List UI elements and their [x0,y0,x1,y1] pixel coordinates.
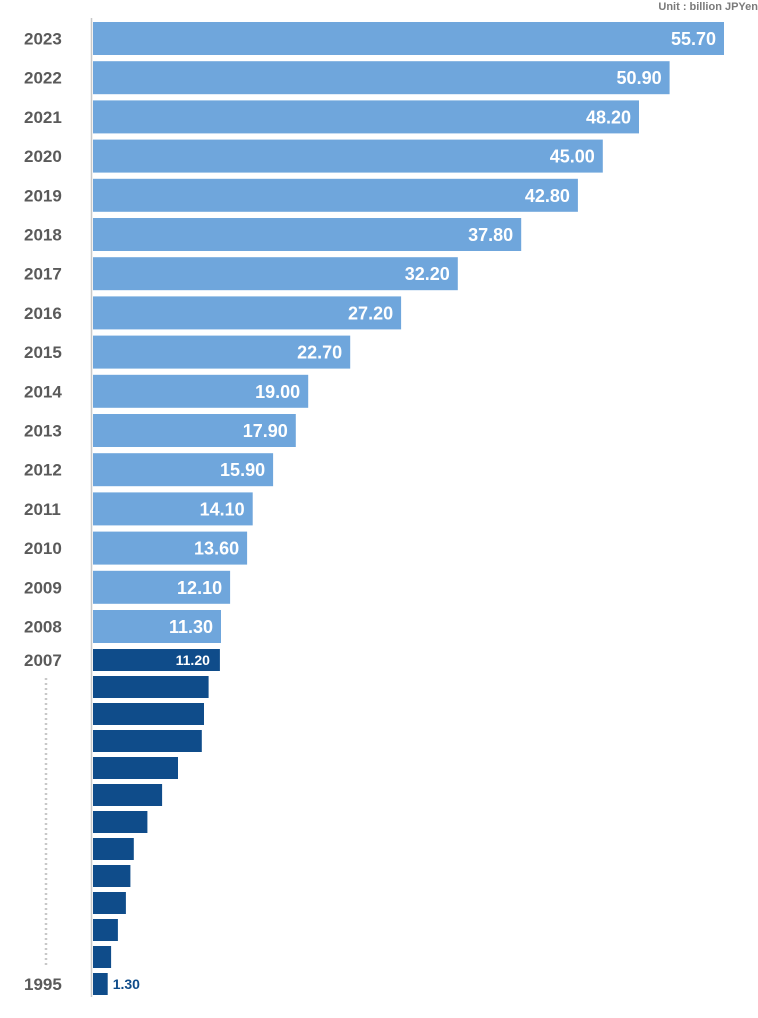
value-label-2023: 55.70 [671,29,716,49]
bar-2022 [93,61,670,95]
bar-1995 [93,973,108,995]
bar-2011 [93,492,253,526]
bar-2019 [93,178,578,212]
bars-layer: 2023 55.70 2022 50.90 2021 48.20 2020 45.00 2019… [24,22,724,995]
value-label-2014: 19.00 [255,382,300,402]
bar-unlabeled-23 [93,838,134,860]
bar-unlabeled-24 [93,865,131,887]
year-label-2017: 2017 [24,265,62,284]
year-label-2015: 2015 [24,343,62,362]
bar-2013 [93,414,296,447]
value-label-2007: 11.20 [176,652,210,668]
bar-unlabeled-26 [93,919,118,941]
year-label-2018: 2018 [24,226,62,245]
bar-unlabeled-25 [93,892,126,914]
value-label-2016: 27.20 [348,303,393,323]
value-label-2012: 15.90 [220,460,265,480]
value-label-2017: 32.20 [405,264,450,284]
year-label-2014: 2014 [24,382,62,401]
value-label-1995: 1.30 [113,976,140,992]
year-label-1995: 1995 [24,975,62,994]
bar-unlabeled-21 [93,784,163,806]
value-label-2020: 45.00 [550,147,595,167]
value-label-2019: 42.80 [525,186,570,206]
value-label-2015: 22.70 [297,343,342,363]
bar-2023 [93,22,724,55]
year-label-2019: 2019 [24,186,62,205]
bar-unlabeled-27 [93,946,112,968]
year-label-2011: 2011 [24,500,61,519]
year-label-2020: 2020 [24,147,62,166]
bar-unlabeled-22 [93,811,148,833]
bar-2021 [93,100,639,134]
value-label-2022: 50.90 [617,68,662,88]
bar-2015 [93,335,351,369]
bar-unlabeled-20 [93,757,178,779]
value-label-2010: 13.60 [194,539,239,559]
bar-2009 [93,570,231,604]
value-label-2013: 17.90 [243,421,288,441]
year-label-2008: 2008 [24,618,62,637]
bar-unlabeled-18 [93,703,204,725]
bar-2012 [93,453,274,487]
value-label-2018: 37.80 [468,225,513,245]
year-label-2016: 2016 [24,304,62,323]
bar-unlabeled-19 [93,730,202,752]
bar-2008 [93,610,221,643]
year-label-2013: 2013 [24,422,62,441]
year-label-2009: 2009 [24,578,62,597]
value-label-2021: 48.20 [586,107,631,127]
year-label-2012: 2012 [24,461,62,480]
bar-2020 [93,139,603,173]
year-label-2021: 2021 [24,108,62,127]
year-label-2023: 2023 [24,30,62,49]
bar-2007 [93,649,220,671]
bar-2016 [93,296,402,330]
year-label-2022: 2022 [24,69,62,88]
bar-2018 [93,218,522,251]
bar-2010 [93,531,248,565]
year-label-2007: 2007 [24,651,62,670]
value-label-2011: 14.10 [200,499,245,519]
bar-2014 [93,374,309,408]
value-label-2008: 11.30 [169,617,213,637]
bar-2017 [93,257,458,291]
value-label-2009: 12.10 [177,578,222,598]
year-label-2010: 2010 [24,539,62,558]
unit-label: Unit : billion JPYen [658,1,758,13]
bar-unlabeled-17 [93,676,209,698]
